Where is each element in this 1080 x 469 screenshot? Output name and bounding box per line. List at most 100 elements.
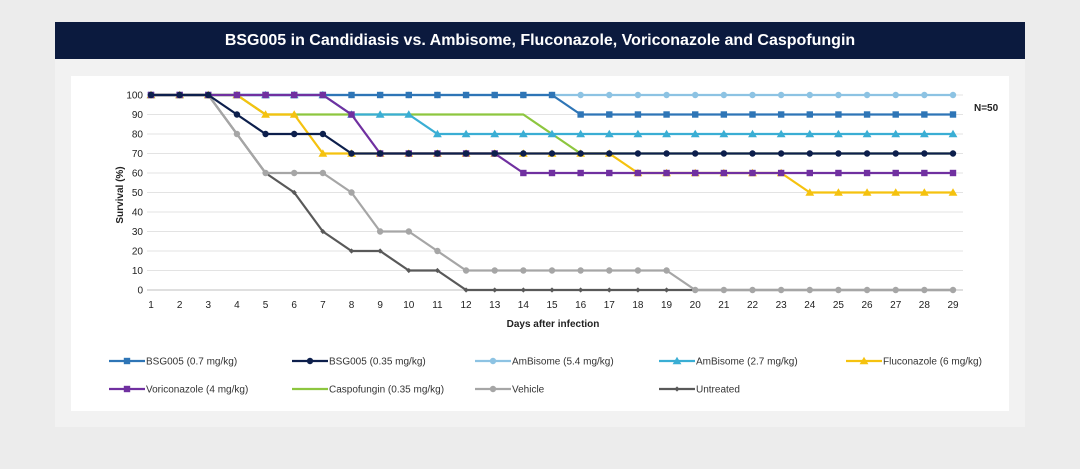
x-tick-3: 3 (206, 300, 212, 311)
x-tick-25: 25 (833, 300, 845, 311)
series-1-point-21 (720, 150, 728, 157)
legend-label-1: BSG005 (0.35 mg/kg) (329, 357, 426, 368)
x-tick-18: 18 (632, 300, 644, 311)
x-tick-9: 9 (377, 300, 383, 311)
series-0-point-24 (806, 111, 813, 118)
series-5-point-16 (577, 169, 584, 177)
legend-label-8: Untreated (696, 385, 740, 396)
series-7-point-22 (749, 286, 756, 294)
legend-label-2: AmBisome (5.4 mg/kg) (512, 357, 614, 368)
series-0-point-27 (892, 111, 899, 118)
series-1-point-19 (663, 150, 670, 157)
legend-item-8: Untreated (659, 385, 740, 396)
series-1-point-18 (634, 150, 642, 157)
series-8-point-6 (291, 189, 297, 196)
y-axis-label: Survival (%) (115, 166, 126, 223)
series-1-point-17 (606, 150, 613, 157)
y-tick-50: 50 (132, 188, 144, 199)
series-7-point-28 (921, 286, 928, 294)
series-4 (146, 90, 958, 196)
series-1-point-2 (176, 91, 183, 99)
series-5-point-29 (949, 169, 957, 177)
series-5-point-21 (720, 169, 728, 177)
series-0-point-19 (663, 111, 670, 118)
series-7-point-12 (462, 267, 470, 274)
series-3-point-28 (919, 129, 929, 138)
series-0-point-18 (634, 111, 642, 118)
y-tick-100: 100 (126, 91, 143, 102)
legend-item-2: AmBisome (5.4 mg/kg) (475, 357, 614, 368)
legend-item-5: Voriconazole (4 mg/kg) (109, 385, 248, 396)
legend-label-3: AmBisome (2.7 mg/kg) (696, 357, 798, 368)
series-0-point-11 (434, 91, 441, 99)
series-2-point-23 (777, 91, 785, 99)
y-tick-90: 90 (132, 110, 144, 121)
x-tick-13: 13 (489, 300, 501, 311)
series-1-point-26 (863, 150, 871, 157)
series-5-point-7 (319, 91, 327, 99)
series-1-point-27 (892, 150, 899, 157)
series-7-point-17 (606, 267, 613, 274)
x-tick-21: 21 (718, 300, 730, 311)
series-2-point-20 (692, 91, 699, 99)
series-7-point-29 (949, 286, 957, 294)
series-7-point-13 (491, 267, 498, 274)
series-2-point-26 (863, 91, 871, 99)
series-7-point-26 (863, 286, 871, 294)
series-0-point-17 (606, 111, 613, 118)
series-8-point-14 (520, 287, 526, 293)
series-5-point-5 (262, 91, 269, 99)
chart-panel: BSG005 in Candidiasis vs. Ambisome, Fluc… (55, 22, 1025, 427)
series-0-point-14 (520, 91, 527, 99)
series-3-point-25 (834, 129, 843, 138)
series-0-point-8 (348, 91, 355, 99)
series-8-point-15 (549, 287, 555, 293)
series-3-point-20 (690, 129, 700, 138)
x-tick-22: 22 (747, 300, 759, 311)
series-7-point-15 (548, 267, 556, 274)
series-5-point-14 (520, 169, 527, 177)
series-2-point-18 (634, 91, 642, 99)
series-2-point-19 (663, 91, 670, 99)
series-8-point-11 (434, 267, 441, 274)
series-0-point-26 (863, 111, 871, 118)
series-3-point-18 (633, 129, 643, 138)
series-5-point-6 (291, 91, 298, 99)
x-tick-6: 6 (291, 300, 297, 311)
legend-label-6: Caspofungin (0.35 mg/kg) (329, 385, 444, 396)
series-7-point-4 (233, 130, 241, 138)
series-8-point-12 (463, 287, 469, 293)
series-7-point-10 (405, 228, 412, 235)
series-0-point-12 (462, 91, 470, 99)
series-5-point-28 (921, 169, 928, 177)
y-tick-0: 0 (137, 286, 143, 297)
series-1-point-15 (548, 150, 556, 157)
series-7-point-8 (348, 189, 355, 196)
series-7-point-19 (663, 267, 670, 274)
series-8-point-16 (578, 287, 584, 293)
series-7-point-18 (634, 267, 642, 274)
series-8-point-19 (663, 287, 670, 293)
series-1-point-8 (348, 150, 355, 157)
legend-item-1: BSG005 (0.35 mg/kg) (292, 357, 426, 368)
legend-item-3: AmBisome (2.7 mg/kg) (659, 357, 798, 368)
series-1-point-12 (462, 150, 470, 157)
x-tick-24: 24 (804, 300, 816, 311)
y-tick-10: 10 (132, 266, 144, 277)
series-lines (146, 90, 958, 294)
x-tick-7: 7 (320, 300, 326, 311)
series-0-point-21 (720, 111, 728, 118)
series-0-point-15 (548, 91, 556, 99)
series-3-point-23 (776, 129, 786, 138)
series-1-point-20 (692, 150, 699, 157)
x-tick-4: 4 (234, 300, 240, 311)
series-4-point-25 (834, 188, 843, 196)
x-tick-14: 14 (518, 300, 530, 311)
series-8-point-18 (635, 287, 641, 293)
series-3-point-21 (719, 129, 729, 138)
series-7-point-27 (892, 286, 899, 294)
series-0-point-10 (405, 91, 412, 99)
y-tick-60: 60 (132, 169, 144, 180)
series-4-point-6 (289, 110, 299, 118)
